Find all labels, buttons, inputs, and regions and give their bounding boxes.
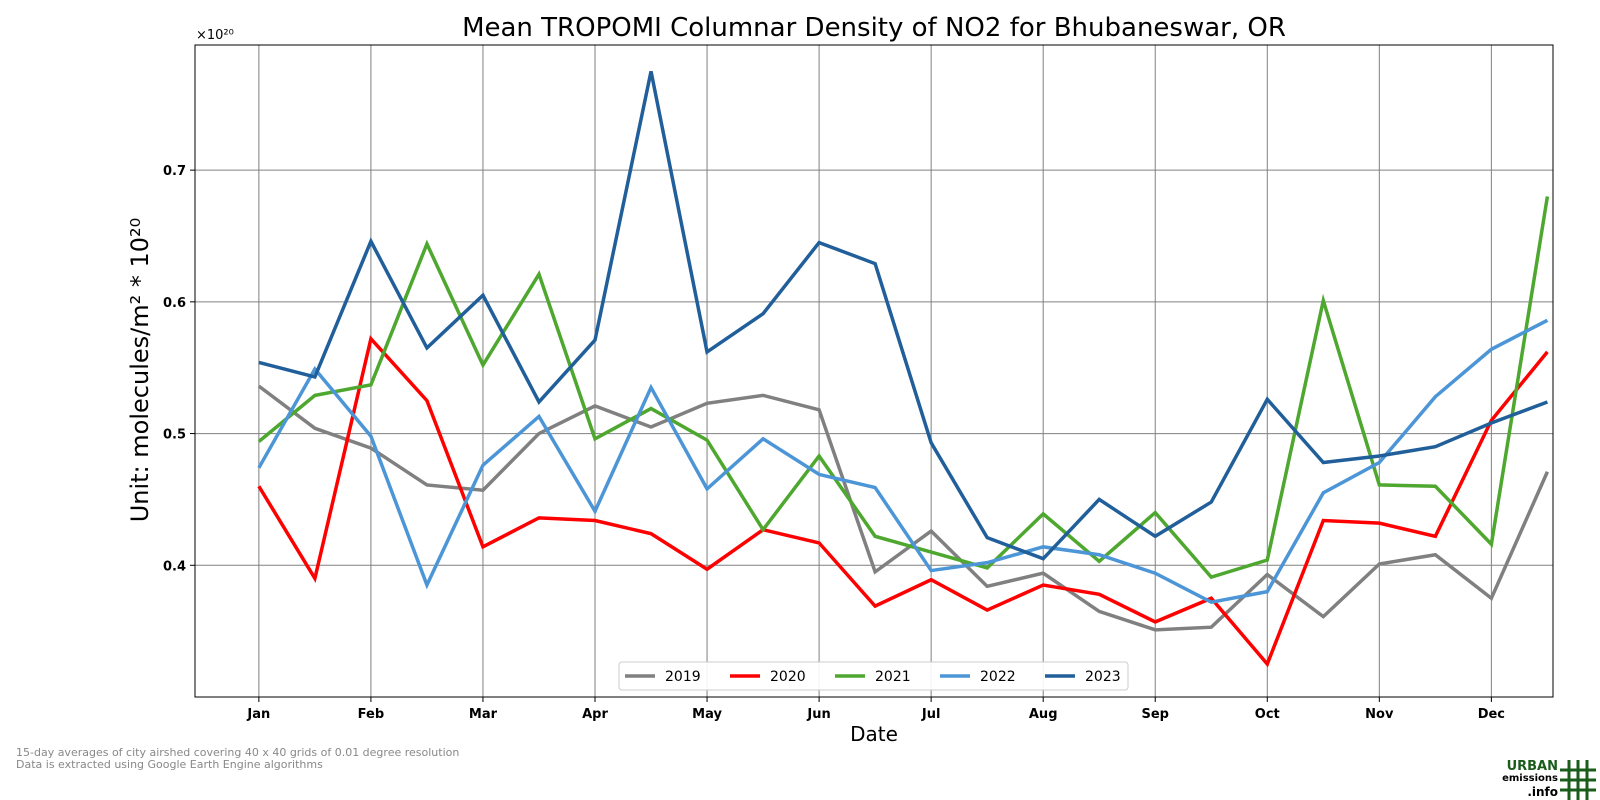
grid-logo-icon [1560, 760, 1596, 800]
y-tick-label: 0.5 [163, 428, 186, 443]
legend-label-2019: 2019 [665, 669, 701, 685]
x-tick-label: Nov [1365, 707, 1394, 722]
legend-box [618, 661, 1129, 691]
logo-line-1: URBAN [1506, 759, 1558, 774]
x-tick-label: Apr [582, 707, 608, 722]
series-line-2021 [257, 196, 1550, 580]
y-tick-label: 0.6 [163, 296, 186, 311]
chart-title: Mean TROPOMI Columnar Density of NO2 for… [462, 13, 1286, 43]
x-tick-label: Feb [358, 707, 384, 722]
series-line-2020 [257, 335, 1549, 668]
urban-emissions-logo: URBAN emissions .info [1500, 760, 1596, 800]
x-tick-label: Oct [1255, 707, 1280, 722]
x-tick-label: Mar [469, 707, 498, 722]
legend-label-2022: 2022 [980, 669, 1016, 685]
y-axis-label: Unit: molecules/m² * 10²⁰ [126, 218, 154, 523]
series-lines [257, 70, 1550, 668]
x-tick-label: Dec [1478, 707, 1505, 722]
y-tick-label: 0.4 [163, 559, 186, 574]
footnote-1: 15-day averages of city airshed covering… [16, 746, 460, 759]
logo-line-2: emissions [1502, 773, 1558, 784]
series-line-2023 [258, 70, 1549, 561]
x-tick-label: Jan [246, 707, 270, 722]
series-line-2022 [257, 318, 1549, 604]
y-tick-label: 0.7 [163, 164, 186, 179]
y-axis-multiplier: ×10²⁰ [196, 28, 234, 43]
axis-ticks: Jan Feb Mar Apr May Jun Jul Aug Sep Oct Nov Dec 0.4 0… [163, 164, 1505, 722]
legend-label-2021: 2021 [875, 669, 911, 685]
x-tick-label: May [692, 707, 722, 722]
footnote-2: Data is extracted using Google Earth Eng… [16, 758, 323, 771]
x-tick-label: Aug [1029, 707, 1058, 722]
legend: 2019 2020 2021 2022 2023 [618, 661, 1129, 691]
x-tick-label: Sep [1141, 707, 1169, 722]
logo-line-3: .info [1527, 785, 1558, 799]
x-tick-label: Jun [806, 707, 830, 722]
series-line-2019 [257, 384, 1549, 632]
legend-label-2020: 2020 [770, 669, 806, 685]
x-tick-label: Jul [921, 707, 941, 722]
legend-label-2023: 2023 [1085, 669, 1121, 685]
plot-frame [194, 44, 1554, 698]
x-axis-label: Date [850, 722, 898, 746]
